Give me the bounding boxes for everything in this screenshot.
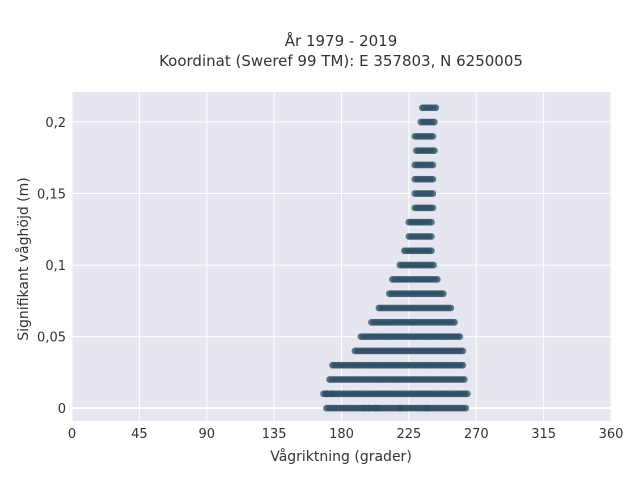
x-tick-label: 180 [329, 427, 354, 442]
chart-title: År 1979 - 2019 Koordinat (Sweref 99 TM):… [159, 31, 523, 70]
data-point [459, 347, 467, 355]
data-point [451, 318, 458, 326]
data-point [447, 304, 455, 312]
data-point [329, 390, 336, 398]
data-point [323, 390, 330, 398]
y-axis-label: Signifikant våghöjd (m) [15, 177, 32, 340]
data-point [460, 376, 468, 383]
data-point [459, 361, 467, 369]
y-tick-label: 0,15 [37, 188, 66, 203]
data-point [430, 118, 438, 126]
x-tick-label: 225 [396, 427, 421, 442]
y-axis-ticks: 0 0,05 0,1 0,15 0,2 [37, 116, 66, 417]
data-point [423, 404, 431, 412]
data-point [463, 390, 471, 398]
x-tick-label: 270 [464, 427, 489, 442]
data-point [429, 204, 437, 212]
x-tick-label: 315 [531, 427, 556, 442]
data-point [396, 404, 404, 412]
y-tick-label: 0 [58, 402, 66, 417]
data-point [439, 290, 447, 298]
x-axis-label: Vågriktning (grader) [270, 448, 412, 465]
chart-title-line-2: Koordinat (Sweref 99 TM): E 357803, N 62… [159, 52, 523, 70]
x-tick-label: 90 [198, 427, 215, 442]
data-points [320, 104, 471, 412]
x-tick-label: 135 [262, 427, 287, 442]
data-point [429, 190, 437, 197]
data-point [429, 175, 437, 183]
x-tick-label: 360 [599, 427, 624, 442]
data-point [429, 161, 437, 169]
x-tick-label: 0 [68, 427, 76, 442]
x-axis-ticks: 0 45 90 135 180 225 270 315 360 [68, 427, 624, 442]
data-point [427, 218, 435, 226]
data-point [433, 275, 441, 283]
data-point [427, 247, 435, 255]
data-point [430, 261, 437, 269]
chart-title-line-1: År 1979 - 2019 [285, 31, 398, 50]
data-point [430, 147, 438, 155]
data-point [456, 333, 464, 341]
data-point [429, 132, 437, 140]
y-tick-label: 0,05 [37, 331, 66, 346]
y-tick-label: 0,1 [45, 259, 66, 274]
data-point [374, 404, 381, 412]
y-tick-label: 0,2 [45, 116, 66, 131]
data-point [365, 404, 372, 412]
data-point [427, 233, 435, 240]
data-point [462, 404, 470, 412]
data-point [432, 104, 440, 112]
x-tick-label: 45 [131, 427, 148, 442]
